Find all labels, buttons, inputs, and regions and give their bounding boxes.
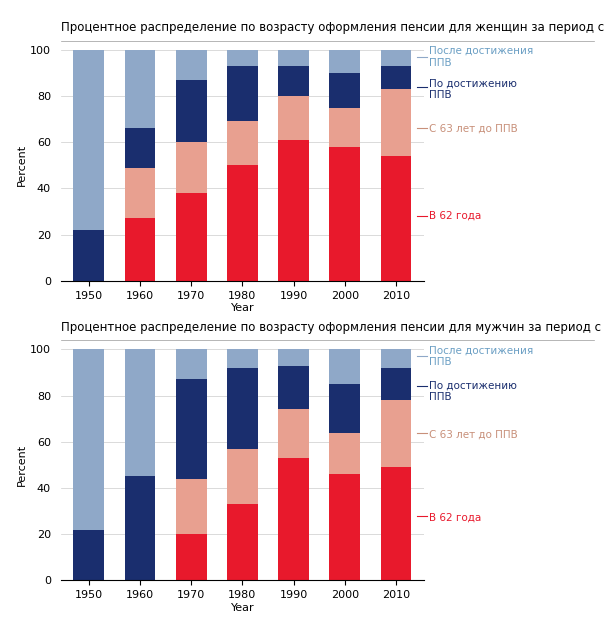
Bar	[330, 384, 360, 432]
Bar	[278, 50, 309, 66]
Bar	[330, 432, 360, 474]
Text: После достижения
ППВ: После достижения ППВ	[429, 346, 533, 367]
Text: В 62 года: В 62 года	[429, 513, 482, 523]
Text: По достижению
ППВ: По достижению ППВ	[429, 79, 517, 100]
Bar	[227, 449, 258, 504]
Bar	[278, 349, 309, 366]
Text: С 63 лет до ППВ: С 63 лет до ППВ	[429, 430, 518, 440]
Bar	[227, 50, 258, 66]
X-axis label: Year: Year	[231, 603, 254, 613]
Y-axis label: Percent: Percent	[17, 144, 27, 187]
Bar	[125, 129, 155, 168]
Bar	[330, 73, 360, 107]
Bar	[330, 147, 360, 281]
Bar	[381, 467, 411, 580]
Bar	[330, 107, 360, 147]
Bar	[381, 89, 411, 156]
Text: С 63 лет до ППВ: С 63 лет до ППВ	[429, 124, 518, 134]
Y-axis label: Percent: Percent	[17, 444, 27, 486]
Bar	[278, 96, 309, 140]
Bar	[125, 477, 155, 580]
Bar	[125, 349, 155, 477]
Bar	[278, 409, 309, 458]
Bar	[176, 50, 207, 80]
Bar	[73, 349, 104, 530]
Bar	[125, 50, 155, 129]
Bar	[176, 534, 207, 580]
Bar	[73, 50, 104, 230]
Bar	[278, 458, 309, 580]
Bar	[227, 66, 258, 122]
Bar	[381, 349, 411, 368]
Bar	[227, 504, 258, 580]
Bar	[176, 379, 207, 479]
Bar	[176, 349, 207, 379]
Bar	[227, 349, 258, 368]
Bar	[176, 142, 207, 193]
Bar	[73, 230, 104, 281]
X-axis label: Year: Year	[231, 303, 254, 313]
Bar	[125, 168, 155, 218]
Bar	[278, 140, 309, 281]
Bar	[227, 122, 258, 165]
Bar	[381, 50, 411, 66]
Bar	[176, 193, 207, 281]
Bar	[278, 366, 309, 409]
Bar	[227, 165, 258, 281]
Text: В 62 года: В 62 года	[429, 211, 482, 221]
Bar	[73, 530, 104, 580]
Text: Процентное распределение по возрасту оформления пенсии для мужчин за период с 19: Процентное распределение по возрасту офо…	[61, 321, 606, 334]
Bar	[330, 474, 360, 580]
Bar	[330, 349, 360, 384]
Bar	[381, 156, 411, 281]
Bar	[381, 400, 411, 467]
Bar	[381, 66, 411, 89]
Bar	[176, 80, 207, 142]
Text: Процентное распределение по возрасту оформления пенсии для женщин за период с 19: Процентное распределение по возрасту офо…	[61, 21, 606, 34]
Bar	[278, 66, 309, 96]
Bar	[176, 479, 207, 534]
Bar	[125, 218, 155, 281]
Bar	[227, 368, 258, 449]
Bar	[381, 368, 411, 400]
Text: После достижения
ППВ: После достижения ППВ	[429, 46, 533, 67]
Text: По достижению
ППВ: По достижению ППВ	[429, 380, 517, 402]
Bar	[330, 50, 360, 73]
